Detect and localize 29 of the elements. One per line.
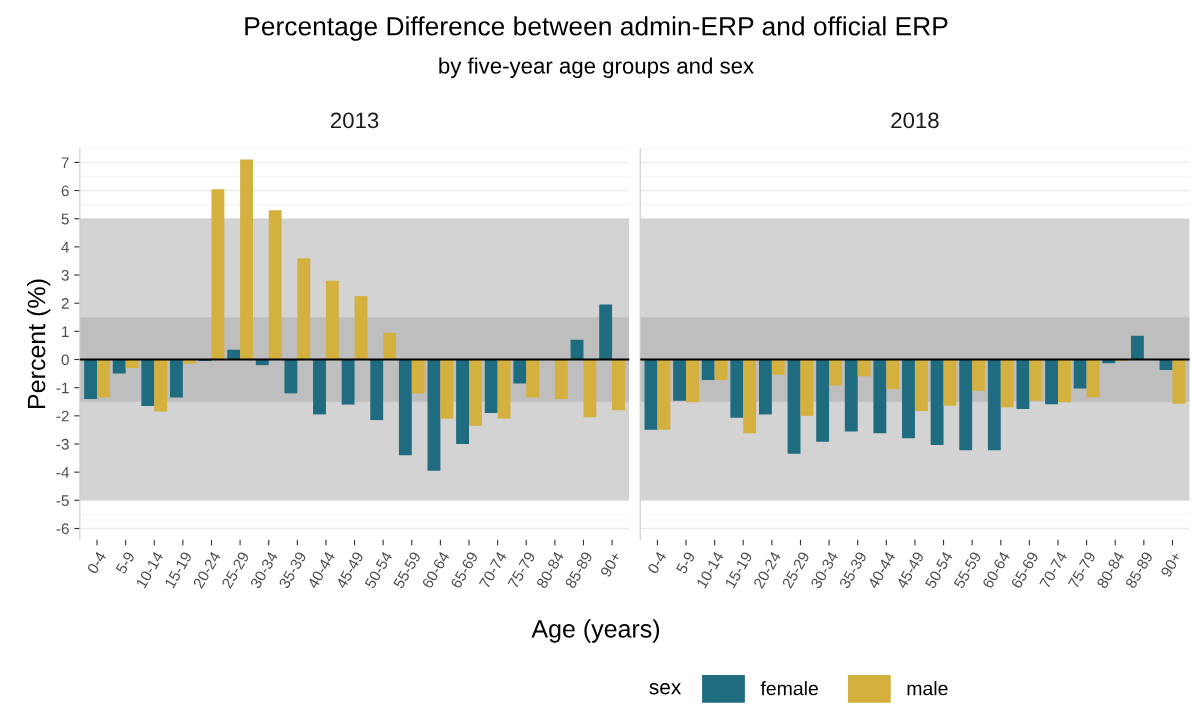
x-tick-label: 5-9 [675,550,696,575]
x-tick-label: 0-4 [647,550,667,575]
chart-title: Percentage Difference between admin-ERP and official ERP [245,16,948,41]
x-tick-label: 5-9 [115,550,135,575]
y-tick-label: 2 [61,298,69,309]
x-axis-title: Age (years) [531,619,660,643]
y-tick-label: -6 [56,523,69,535]
legend-label: female [760,681,818,696]
y-tick-label: -4 [56,467,69,478]
y-axis-title: Percent (%) [27,279,51,408]
y-tick-label: 0 [61,354,69,366]
x-tick-label: 90+ [1160,551,1182,578]
text: 2013 [330,112,379,129]
x-tick-label: 90+ [599,551,622,578]
legend-title: sex [649,683,682,695]
y-tick-label: -2 [56,410,69,422]
y-tick-label: 3 [61,269,69,281]
text: 2018 [891,112,939,129]
chart-subtitle: by five-year age groups and sex [439,57,754,79]
y-tick-label: -3 [56,438,69,450]
y-tick-label: -5 [56,495,69,506]
legend-label: male [907,681,948,696]
x-tick-label: 0-4 [86,550,107,575]
y-tick-label: 5 [61,213,69,225]
y-tick-label: 1 [62,326,69,337]
y-tick-label: 6 [61,185,69,197]
y-tick-label: -1 [56,382,69,394]
y-tick-label: 4 [61,241,69,253]
y-tick-label: 7 [61,157,69,168]
